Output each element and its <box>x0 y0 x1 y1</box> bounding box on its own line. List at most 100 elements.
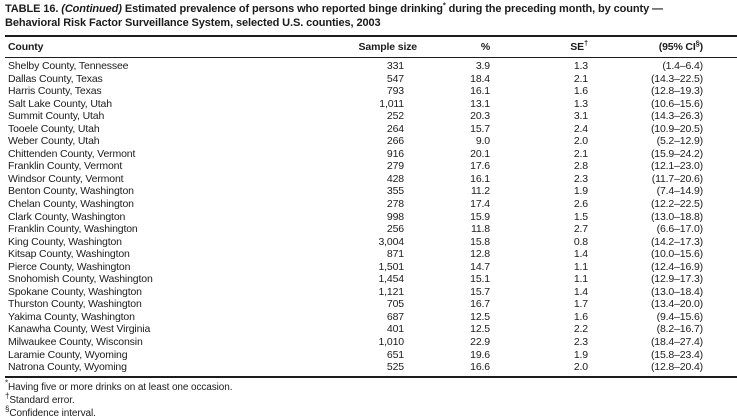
footnote-confidence-interval: §Confidence interval. <box>5 404 96 419</box>
footnote-binge-definition: *Having five or more drinks on at least … <box>5 378 233 393</box>
table-row: Tooele County, Utah 264 15.7 2.4 (10.9–20.5) <box>5 123 737 136</box>
county-cell: Weber County, Utah <box>8 135 100 148</box>
se-cell: 1.9 <box>573 185 588 198</box>
sample-size-cell: 279 <box>386 160 404 173</box>
table-row: King County, Washington 3,004 15.8 0.8 (14.2… <box>5 236 737 249</box>
percent-cell: 18.4 <box>470 72 490 85</box>
se-cell: 2.0 <box>573 135 588 148</box>
footnotes: *Having five or more drinks on at least … <box>5 378 737 420</box>
county-cell: Yakima County, Washington <box>8 310 135 323</box>
row-spacer <box>703 311 737 324</box>
se-footnote-marker: † <box>583 38 588 48</box>
county-cell: King County, Washington <box>8 235 122 248</box>
percent-cell: 19.6 <box>470 348 490 361</box>
row-spacer <box>703 248 737 261</box>
sample-size-cell: 256 <box>386 223 404 236</box>
row-spacer <box>703 58 737 73</box>
ci-cell: (15.8–23.4) <box>650 348 703 361</box>
row-spacer <box>703 110 737 123</box>
table-row: Milwaukee County, Wisconsin 1,010 22.9 2.3 (… <box>5 336 737 349</box>
se-cell: 2.8 <box>573 160 588 173</box>
se-cell: 2.7 <box>573 223 588 236</box>
table-row: Windsor County, Vermont 428 16.1 2.3 (11.7–2… <box>5 173 737 186</box>
sample-size-cell: 252 <box>386 110 404 123</box>
county-cell: Natrona County, Wyoming <box>8 361 127 374</box>
table-row: Thurston County, Washington 705 16.7 1.7 (13… <box>5 298 737 311</box>
header-row: County Sample size % SE† (95% CI§) <box>5 36 737 58</box>
percent-cell: 15.7 <box>470 285 490 298</box>
ci-cell: (14.3–22.5) <box>650 72 703 85</box>
ci-cell: (12.2–22.5) <box>650 198 703 211</box>
row-spacer <box>703 273 737 286</box>
percent-cell: 16.6 <box>470 361 490 374</box>
row-spacer <box>703 198 737 211</box>
table-row: Clark County, Washington 998 15.9 1.5 (13.0–… <box>5 211 737 224</box>
table-row: Franklin County, Vermont 279 17.6 2.8 (12.1–… <box>5 160 737 173</box>
county-cell: Laramie County, Wyoming <box>8 348 128 361</box>
county-cell: Snohomish County, Washington <box>8 273 153 286</box>
percent-cell: 16.1 <box>470 172 490 185</box>
ci-cell: (6.6–17.0) <box>656 223 703 236</box>
se-cell: 1.1 <box>573 260 588 273</box>
ci-cell: (14.3–26.3) <box>650 110 703 123</box>
se-cell: 1.3 <box>573 97 588 110</box>
row-spacer <box>703 236 737 249</box>
sample-size-cell: 916 <box>386 147 404 160</box>
row-spacer <box>703 85 737 98</box>
sample-size-cell: 401 <box>386 323 404 336</box>
sample-size-cell: 547 <box>386 72 404 85</box>
sample-size-cell: 428 <box>386 172 404 185</box>
table-row: Summit County, Utah 252 20.3 3.1 (14.3–26.3) <box>5 110 737 123</box>
se-cell: 1.1 <box>573 273 588 286</box>
percent-cell: 12.5 <box>470 323 490 336</box>
table-number: TABLE 16. <box>5 3 62 15</box>
percent-cell: 11.2 <box>470 185 490 198</box>
se-cell: 1.9 <box>573 348 588 361</box>
ci-cell: (12.9–17.3) <box>650 273 703 286</box>
county-cell: Pierce County, Washington <box>8 260 131 273</box>
ci-cell: (13.4–20.0) <box>650 298 703 311</box>
ci-cell: (10.6–15.6) <box>650 97 703 110</box>
title-text-cont: during the preceding month, by county — <box>445 3 663 15</box>
row-spacer <box>703 173 737 186</box>
se-cell: 1.4 <box>573 285 588 298</box>
ci-cell: (12.4–16.9) <box>650 260 703 273</box>
sample-size-cell: 278 <box>386 198 404 211</box>
ci-cell: (10.0–15.6) <box>650 248 703 261</box>
sample-size-cell: 1,121 <box>378 285 404 298</box>
row-spacer <box>703 223 737 236</box>
sample-size-cell: 687 <box>386 310 404 323</box>
table-row: Spokane County, Washington 1,121 15.7 1.4 (1… <box>5 286 737 299</box>
header-spacer <box>703 36 737 58</box>
table-title-line2: Behavioral Risk Factor Surveillance Syst… <box>5 16 381 29</box>
se-cell: 1.6 <box>573 310 588 323</box>
county-cell: Shelby County, Tennessee <box>8 60 129 72</box>
se-cell: 2.3 <box>573 172 588 185</box>
table-row: Kitsap County, Washington 871 12.8 1.4 (10.0… <box>5 248 737 261</box>
row-spacer <box>703 286 737 299</box>
percent-cell: 17.4 <box>470 198 490 211</box>
row-spacer <box>703 211 737 224</box>
row-spacer <box>703 185 737 198</box>
ci-cell: (12.8–20.4) <box>650 361 703 374</box>
sample-size-cell: 871 <box>386 248 404 261</box>
percent-cell: 12.8 <box>470 248 490 261</box>
county-cell: Milwaukee County, Wisconsin <box>8 336 143 349</box>
table-row: Benton County, Washington 355 11.2 1.9 (7.4–… <box>5 185 737 198</box>
ci-footnote-marker: § <box>695 38 700 48</box>
percent-cell: 20.1 <box>470 147 490 160</box>
table-row: Laramie County, Wyoming 651 19.6 1.9 (15.8–2… <box>5 349 737 362</box>
ci-cell: (10.9–20.5) <box>650 122 703 135</box>
sample-size-cell: 3,004 <box>378 235 404 248</box>
column-header-ci: (95% CI§) <box>588 36 703 58</box>
column-header-percent: % <box>404 36 490 58</box>
percent-cell: 16.1 <box>470 85 490 98</box>
sample-size-cell: 1,454 <box>378 273 404 286</box>
prevalence-table: County Sample size % SE† (95% CI§) Shelb… <box>5 35 737 378</box>
se-cell: 2.4 <box>573 122 588 135</box>
county-cell: Kanawha County, West Virginia <box>8 323 151 336</box>
footnote-standard-error: †Standard error. <box>5 391 75 406</box>
se-cell: 2.1 <box>573 72 588 85</box>
continued-label: (Continued) <box>61 3 122 15</box>
row-spacer <box>703 98 737 111</box>
